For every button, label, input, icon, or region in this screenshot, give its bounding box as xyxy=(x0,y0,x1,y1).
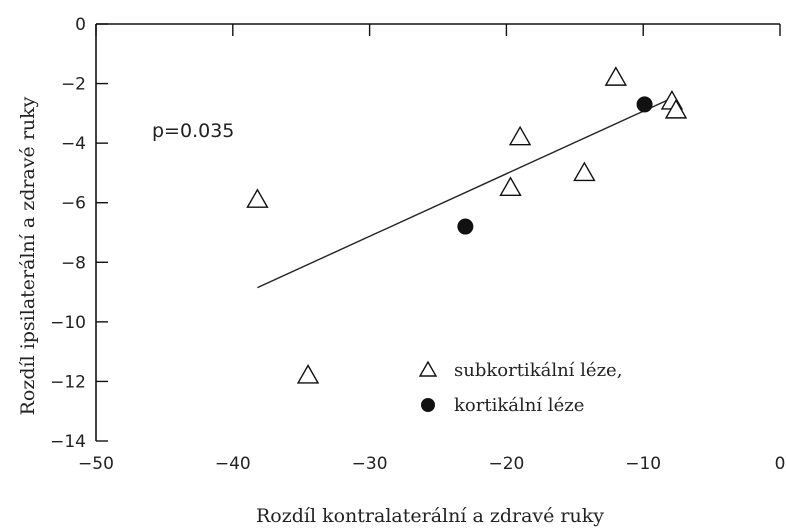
legend-circle-marker xyxy=(421,398,435,412)
subcortical-point xyxy=(664,98,688,119)
x-tick-label: −50 xyxy=(78,454,114,474)
subcortical-point xyxy=(296,364,320,384)
legend-label-cortical: kortikální léze xyxy=(454,395,584,416)
y-tick-label: −2 xyxy=(61,75,86,95)
subcortical-point xyxy=(508,125,532,146)
subcortical-point xyxy=(499,176,522,197)
x-axis-title: Rozdíl kontralaterální a zdravé ruky xyxy=(256,505,604,527)
x-tick-label: 0 xyxy=(775,454,786,474)
y-tick-label: 0 xyxy=(75,15,86,35)
legend-label-subcortical: subkortikální léze, xyxy=(454,360,622,381)
x-tick-label: −30 xyxy=(352,454,388,474)
y-tick-label: −6 xyxy=(61,194,86,214)
y-tick-label: −8 xyxy=(61,253,86,273)
axes: −50 −40 −30 −20 −10 0 0 −2 −4 −6 −8 −10 −12 −14 xyxy=(50,15,785,474)
y-tick-label: −10 xyxy=(50,313,86,333)
regression-line-group xyxy=(257,99,669,289)
y-tick-label: −14 xyxy=(50,432,86,452)
p-value-annotation: p=0.035 xyxy=(152,120,234,142)
data-points xyxy=(246,66,688,384)
x-tick-label: −10 xyxy=(625,454,661,474)
y-tick-label: −4 xyxy=(61,134,86,154)
cortical-point xyxy=(636,96,653,113)
legend: subkortikální léze, kortikální léze xyxy=(418,360,622,416)
subcortical-point xyxy=(246,188,269,208)
regression-line xyxy=(257,99,669,289)
x-tick-label: −40 xyxy=(215,454,251,474)
subcortical-point xyxy=(573,161,596,182)
x-tick-label: −20 xyxy=(488,454,524,474)
legend-triangle-marker xyxy=(418,360,438,377)
subcortical-point xyxy=(604,66,628,86)
y-axis-title: Rozdíl ipsilaterální a zdravé ruky xyxy=(17,96,39,415)
y-tick-label: −12 xyxy=(50,372,86,392)
cortical-point xyxy=(457,218,474,235)
